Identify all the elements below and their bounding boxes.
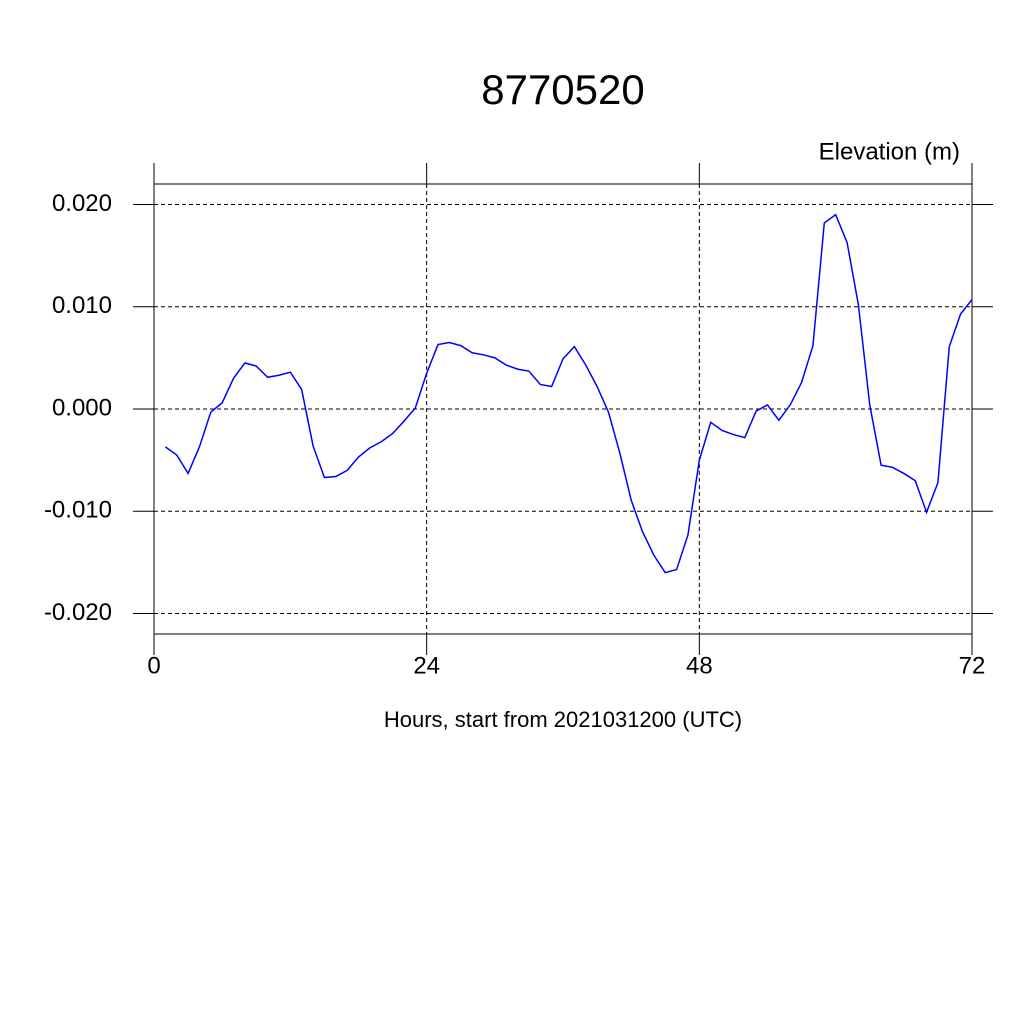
chart-title: 8770520 xyxy=(481,66,645,113)
y-tick-label: 0.000 xyxy=(52,394,112,421)
y-tick-label: 0.010 xyxy=(52,292,112,319)
y-axis-label: Elevation (m) xyxy=(819,138,960,165)
x-tick-label: 48 xyxy=(686,652,713,679)
y-tick-label: -0.010 xyxy=(44,497,112,524)
data-line xyxy=(164,213,973,574)
y-tick-label: -0.020 xyxy=(44,599,112,626)
x-tick-label: 72 xyxy=(959,652,986,679)
x-tick-label: 24 xyxy=(413,652,440,679)
y-tick-label: 0.020 xyxy=(52,190,112,217)
x-axis-label: Hours, start from 2021031200 (UTC) xyxy=(384,707,742,732)
x-tick-label: 0 xyxy=(147,652,160,679)
